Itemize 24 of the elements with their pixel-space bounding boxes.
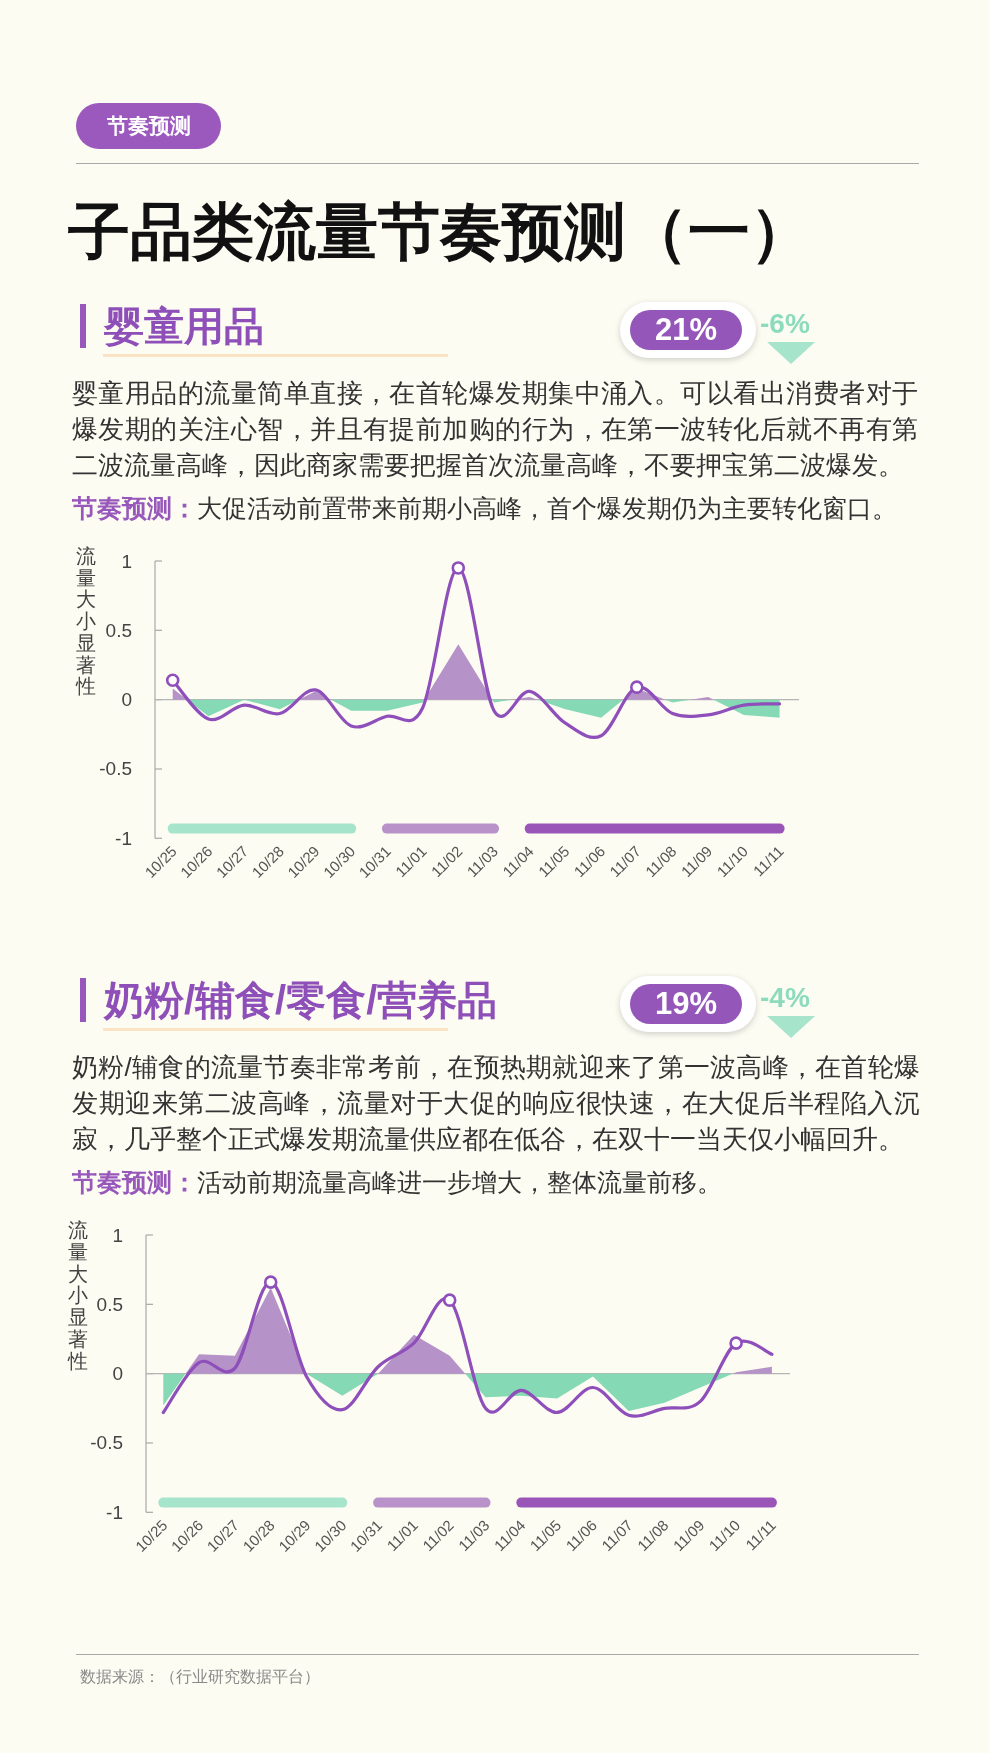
text: -4% <box>760 982 810 1015</box>
y-tick-label: 1 <box>121 550 132 572</box>
text: 节奏预测： <box>72 1168 197 1197</box>
y-tick-label: -1 <box>115 827 132 849</box>
y-tick-label: -1 <box>106 1502 123 1524</box>
y-axis-title: 流量大小显著性 <box>66 1219 89 1373</box>
y-tick-label: 0 <box>112 1363 123 1385</box>
y-tick-label: 0.5 <box>105 619 132 641</box>
text: 活动前期流量高峰进一步增大，整体流量前移。 <box>197 1168 722 1197</box>
chart-subtitle: 婴童用品的流量简单直接，在首轮爆发期集中涌入。可以看出消费者对于爆发期的关注心智，并且有提前加购的行为，在第一波转化后就不再有第二波流量高峰，因此商家需要把握首次流量高峰，不要押宝第二波爆发。 <box>72 377 918 482</box>
chart-title: 婴童用品 <box>104 303 264 350</box>
text: -6% <box>760 308 810 340</box>
y-tick-label: 0.5 <box>96 1294 123 1316</box>
text: 大促活动前置带来前期小高峰，首个爆发期仍为主要转化窗口。 <box>197 494 897 522</box>
text: 节奏预测： <box>72 494 197 522</box>
y-tick-label: 0 <box>121 689 132 711</box>
chart-subtitle: 奶粉/辅食的流量节奏非常考前，在预热期就迎来了第一波高峰，在首轮爆发期迎来第二波高峰，流量对于大促的响应很快速，在大促后半程陷入沉寂，几乎整个正式爆发期流量供应都在低谷，在双十一当天仅小幅回升。 <box>72 1052 920 1156</box>
y-axis-title: 流量大小显著性 <box>74 545 97 698</box>
y-tick-label: 1 <box>112 1224 123 1246</box>
y-tick-label: -0.5 <box>99 758 132 780</box>
chart-title: 奶粉/辅食/零食/营养品 <box>104 977 498 1025</box>
text: 子品类流量节奏预测（一） <box>68 196 812 268</box>
y-tick-label: -0.5 <box>90 1432 123 1454</box>
source-note: 数据来源：（行业研究数据平台） <box>80 1667 320 1687</box>
